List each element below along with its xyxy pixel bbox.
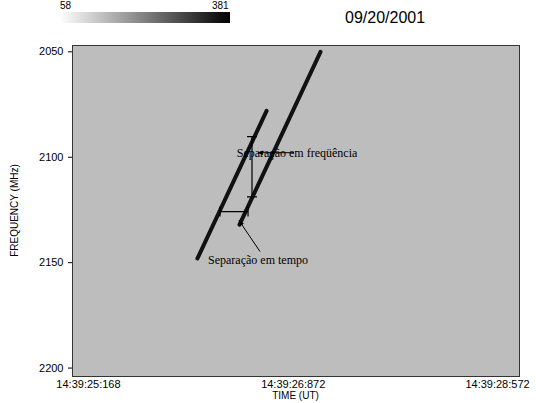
svg-text:2050: 2050	[39, 45, 63, 57]
svg-text:14:39:26:872: 14:39:26:872	[261, 378, 325, 390]
html-text:09/20/2001: 09/20/2001	[345, 9, 426, 26]
svg-text:14:39:28:572: 14:39:28:572	[465, 378, 529, 390]
html-text:58: 58	[60, 0, 72, 11]
svg-text:Separação em freqüência: Separação em freqüência	[237, 146, 358, 160]
svg-text:FREQUENCY (MHz): FREQUENCY (MHz)	[9, 164, 20, 257]
html-text:381: 381	[212, 0, 229, 11]
svg-text:14:39:25:168: 14:39:25:168	[56, 378, 120, 390]
svg-text:2150: 2150	[39, 256, 63, 268]
svg-text:2100: 2100	[39, 151, 63, 163]
svg-text:TIME (UT): TIME (UT)	[272, 390, 319, 401]
svg-text:Separação em tempo: Separação em tempo	[208, 253, 308, 267]
svg-text:2200: 2200	[39, 362, 63, 374]
